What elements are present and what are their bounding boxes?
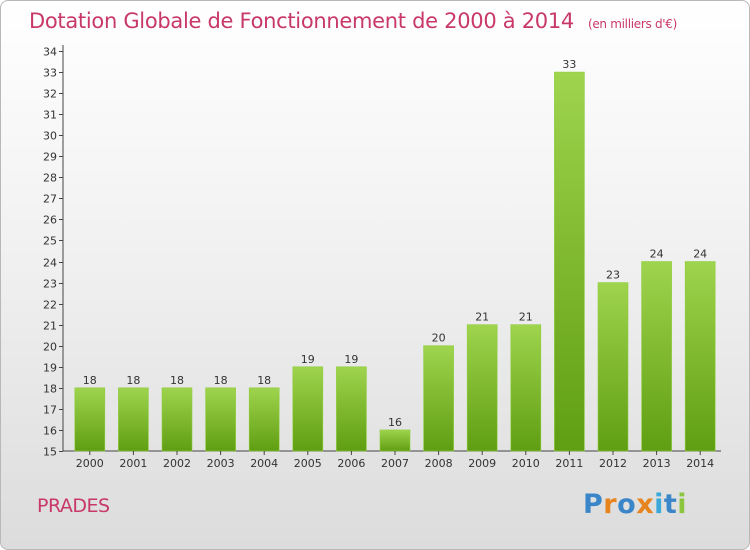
bar-value-label: 24 bbox=[650, 248, 664, 261]
proxiti-logo: Proxiti bbox=[583, 489, 687, 520]
bar bbox=[161, 387, 193, 452]
bar-value-label: 21 bbox=[519, 311, 533, 324]
y-tick-label: 26 bbox=[43, 214, 57, 227]
logo-letter: o bbox=[617, 489, 637, 520]
bar-value-label: 18 bbox=[126, 374, 140, 387]
x-tick-label: 2013 bbox=[643, 457, 671, 470]
y-tick-label: 29 bbox=[43, 151, 57, 164]
y-tick-label: 21 bbox=[43, 320, 57, 333]
y-tick-label: 34 bbox=[43, 46, 57, 59]
y-tick-label: 28 bbox=[43, 172, 57, 185]
bar-value-label: 19 bbox=[344, 353, 358, 366]
x-tick-label: 2003 bbox=[207, 457, 235, 470]
bar-value-label: 18 bbox=[83, 374, 97, 387]
logo-letter: x bbox=[636, 489, 655, 520]
y-tick-label: 33 bbox=[43, 67, 57, 80]
bar bbox=[336, 366, 367, 452]
x-tick-label: 2011 bbox=[555, 457, 583, 470]
x-tick-label: 2007 bbox=[381, 457, 409, 470]
y-tick-label: 32 bbox=[43, 88, 57, 101]
y-tick-label: 20 bbox=[43, 341, 57, 354]
y-tick-label: 17 bbox=[43, 404, 57, 417]
commune-name: PRADES bbox=[37, 495, 110, 517]
bar bbox=[205, 387, 236, 452]
y-tick-label: 24 bbox=[43, 257, 57, 270]
bar-value-label: 33 bbox=[562, 58, 576, 71]
x-tick-label: 2014 bbox=[686, 457, 714, 470]
logo-letter: r bbox=[603, 489, 618, 520]
bar-value-label: 24 bbox=[693, 248, 707, 261]
logo-letter: t bbox=[663, 489, 678, 520]
bar-value-label: 16 bbox=[388, 416, 402, 429]
y-tick-label: 22 bbox=[43, 299, 57, 312]
y-tick-label: 16 bbox=[43, 425, 57, 438]
bar-value-label: 20 bbox=[432, 332, 446, 345]
x-tick-label: 2008 bbox=[425, 457, 453, 470]
y-tick-label: 27 bbox=[43, 193, 57, 206]
bar bbox=[597, 282, 629, 452]
bar-value-label: 18 bbox=[214, 374, 228, 387]
logo-letter: P bbox=[583, 489, 604, 520]
x-tick-label: 2001 bbox=[119, 457, 147, 470]
bar bbox=[641, 261, 672, 452]
bar bbox=[510, 324, 542, 452]
chart-title: Dotation Globale de Fonctionnement de 20… bbox=[29, 9, 677, 33]
bar-value-label: 19 bbox=[301, 353, 315, 366]
bar bbox=[554, 71, 585, 452]
x-tick-label: 2004 bbox=[250, 457, 278, 470]
x-tick-label: 2006 bbox=[337, 457, 365, 470]
logo-letter: i bbox=[677, 489, 688, 520]
bar-value-label: 21 bbox=[475, 311, 489, 324]
chart-unit: (en milliers d'€) bbox=[587, 17, 677, 31]
y-tick-label: 18 bbox=[43, 383, 57, 396]
y-tick-label: 25 bbox=[43, 235, 57, 248]
x-tick-label: 2005 bbox=[294, 457, 322, 470]
bar bbox=[423, 345, 454, 452]
bar bbox=[466, 324, 498, 452]
x-tick-label: 2009 bbox=[468, 457, 496, 470]
x-tick-label: 2010 bbox=[512, 457, 540, 470]
bar bbox=[248, 387, 280, 452]
logo-letter: i bbox=[654, 489, 664, 520]
bar bbox=[684, 261, 716, 452]
x-tick-label: 2000 bbox=[76, 457, 104, 470]
y-tick-label: 31 bbox=[43, 109, 57, 122]
bar-value-label: 18 bbox=[170, 374, 184, 387]
y-tick-label: 30 bbox=[43, 130, 57, 143]
bar bbox=[74, 387, 106, 452]
y-tick-label: 23 bbox=[43, 278, 57, 291]
bar bbox=[118, 387, 149, 452]
bar-value-label: 23 bbox=[606, 269, 620, 282]
x-tick-label: 2002 bbox=[163, 457, 191, 470]
y-tick-label: 15 bbox=[43, 446, 57, 459]
bar bbox=[292, 366, 324, 452]
y-tick-label: 19 bbox=[43, 362, 57, 375]
chart-title-text: Dotation Globale de Fonctionnement de 20… bbox=[29, 9, 574, 33]
bar-value-label: 18 bbox=[257, 374, 271, 387]
bar bbox=[379, 429, 411, 452]
x-tick-label: 2012 bbox=[599, 457, 627, 470]
